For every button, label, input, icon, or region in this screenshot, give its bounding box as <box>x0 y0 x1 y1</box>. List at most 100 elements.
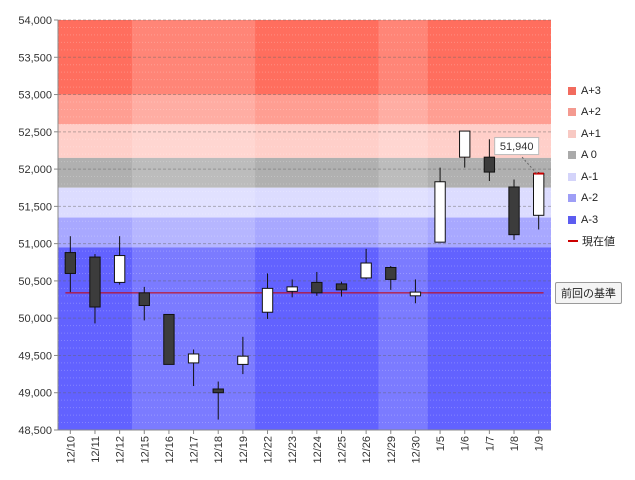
candle-body <box>532 173 545 216</box>
callout-leader <box>520 155 538 174</box>
candle-12/23 <box>286 279 298 298</box>
candle-body <box>237 355 249 365</box>
callout-box <box>494 137 540 156</box>
candle-body <box>163 313 175 365</box>
candle-12/11 <box>89 254 101 324</box>
y-tick-label: 50,000 <box>18 313 52 325</box>
legend: A+3 A+2 A+1 A 0 A-1 A-2 A-3 現在値 <box>568 80 615 252</box>
candle-12/10 <box>64 236 77 293</box>
candle-body <box>385 266 397 280</box>
legend-label: A 0 <box>581 149 597 162</box>
legend-label: A+2 <box>581 106 601 119</box>
x-tick-label: 12/16 <box>164 436 176 464</box>
x-tick-label: 12/15 <box>139 436 151 464</box>
y-tick-label: 52,500 <box>18 127 52 139</box>
y-tick-label: 48,500 <box>18 425 52 437</box>
candle-12/30 <box>409 279 422 304</box>
x-tick-label: 1/8 <box>509 436 521 451</box>
candle-12/17 <box>187 349 200 387</box>
candle-body <box>89 256 101 308</box>
legend-label: A+3 <box>581 84 601 97</box>
legend-label: A-2 <box>581 192 599 205</box>
y-tick-label: 54,000 <box>18 15 52 27</box>
candle-1/8 <box>508 179 520 240</box>
x-tick-label: 12/11 <box>90 436 102 463</box>
legend-label: A-3 <box>581 213 599 226</box>
candle-12/25 <box>335 281 348 297</box>
candle-body <box>434 181 446 243</box>
x-tick-label: 1/5 <box>435 436 447 451</box>
y-tick-label: 51,500 <box>18 201 52 213</box>
candle-12/18 <box>212 381 224 420</box>
candle-body <box>64 252 77 274</box>
candle-body <box>409 291 422 297</box>
x-tick-label: 12/24 <box>312 436 324 464</box>
candle-12/29 <box>385 266 397 290</box>
candle-12/24 <box>311 271 323 296</box>
candle-body <box>138 292 150 307</box>
legend-swatch <box>568 129 576 138</box>
x-tick-label: 12/12 <box>115 436 127 464</box>
candle-body <box>459 130 471 158</box>
band-a+2 <box>58 94 551 125</box>
legend-swatch <box>568 172 576 181</box>
legend-item: A 0 <box>568 145 615 167</box>
candle-12/12 <box>113 236 126 285</box>
candle-body <box>261 287 274 313</box>
legend-item: A-2 <box>568 188 615 210</box>
x-tick-label: 12/10 <box>65 436 77 464</box>
band-a-3 <box>58 247 551 430</box>
legend-swatch <box>568 240 578 243</box>
candle-body <box>286 286 298 292</box>
y-tick-label: 51,000 <box>18 239 52 251</box>
y-tick-label: 52,000 <box>18 164 52 176</box>
y-tick-label: 53,000 <box>18 90 52 102</box>
x-tick-label: 12/19 <box>238 436 250 464</box>
x-tick-label: 12/17 <box>189 436 201 464</box>
candle-body <box>212 388 224 394</box>
legend-item: A+1 <box>568 123 615 145</box>
y-tick-label: 53,500 <box>18 52 52 64</box>
current-value-callout: 51,940 <box>494 137 540 174</box>
callout-text: 51,940 <box>500 141 534 153</box>
legend-item: 現在値 <box>568 231 615 253</box>
legend-label: A+1 <box>581 127 601 140</box>
x-tick-label: 12/18 <box>213 436 225 464</box>
y-tick-label: 50,500 <box>18 276 52 288</box>
x-tick-label: 1/9 <box>534 436 546 451</box>
candle-body <box>113 255 126 283</box>
candle-body <box>483 156 496 173</box>
legend-label: A-1 <box>581 170 599 183</box>
candle-12/26 <box>360 248 372 280</box>
legend-swatch <box>568 108 576 117</box>
x-axis: 12/10 12/11 12/12 12/15 12/16 12/17 12/18 12/19… <box>58 429 551 464</box>
candle-12/22 <box>261 273 274 319</box>
band-a0 <box>58 157 551 188</box>
legend-swatch <box>568 194 576 203</box>
candle-12/19 <box>237 336 249 375</box>
candle-body <box>311 281 323 294</box>
previous-reference-button[interactable]: 前回の基準 <box>555 282 622 304</box>
band-a-2 <box>58 217 551 248</box>
legend-label: 現在値 <box>582 236 615 249</box>
x-tick-label: 1/6 <box>460 436 472 451</box>
y-tick-label: 49,500 <box>18 350 52 362</box>
x-tick-label: 12/29 <box>386 436 398 464</box>
candle-body <box>508 186 520 236</box>
candle-12/16 <box>163 313 175 365</box>
grid-layer <box>58 19 551 431</box>
legend-swatch <box>568 151 576 160</box>
week-shade <box>378 20 428 430</box>
band-a-1 <box>58 187 551 218</box>
x-tick-label: 12/23 <box>287 436 299 464</box>
candle-1/5 <box>434 167 446 243</box>
legend-item: A+3 <box>568 80 615 102</box>
y-tick-label: 49,000 <box>18 388 52 400</box>
candle-body <box>360 262 372 279</box>
y-axis: 48,500 49,000 49,500 50,000 50,500 51,000 51,5… <box>18 15 59 437</box>
x-tick-label: 12/22 <box>263 436 275 464</box>
x-tick-label: 12/25 <box>336 436 348 464</box>
x-tick-label: 1/7 <box>484 436 496 451</box>
candle-body <box>335 283 348 291</box>
